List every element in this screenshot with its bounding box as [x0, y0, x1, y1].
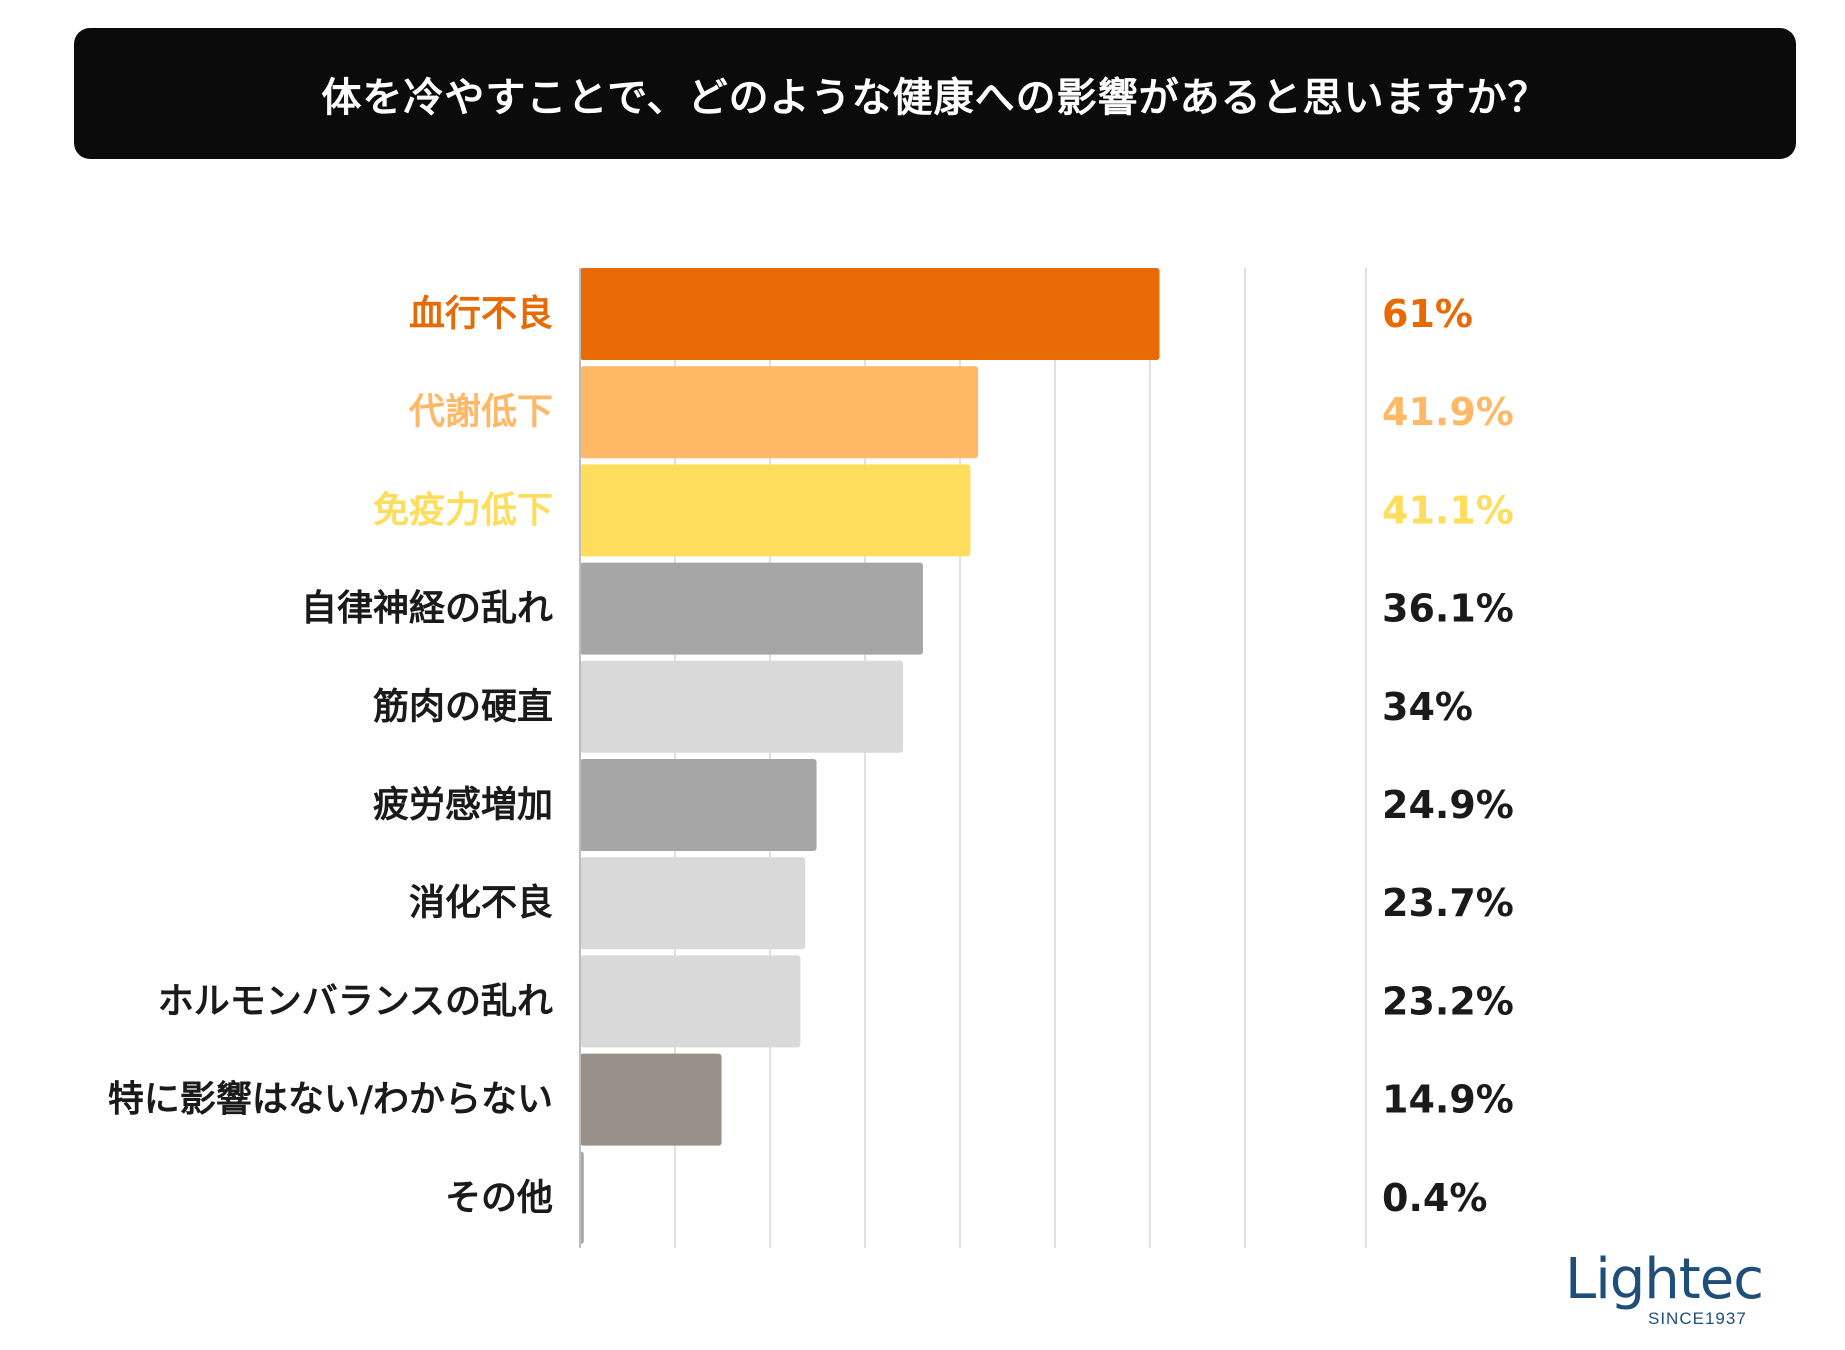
bar-8: [580, 1053, 722, 1146]
lightec-logo: Lightec SINCE1937: [1565, 1250, 1765, 1330]
value-label-2: 41.1%: [1382, 488, 1514, 532]
value-label-9: 0.4%: [1382, 1176, 1487, 1220]
bar-1: [580, 366, 979, 459]
title-bar: 体を冷やすことで、どのような健康への影響があると思いますか？: [74, 28, 1796, 159]
chart-title: 体を冷やすことで、どのような健康への影響があると思いますか？: [321, 74, 1549, 121]
bar-7: [580, 955, 801, 1048]
value-label-7: 23.2%: [1382, 979, 1514, 1023]
logo-wordmark: Lightec: [1565, 1247, 1764, 1312]
value-label-4: 34%: [1382, 685, 1473, 729]
category-label-7: ホルモンバランスの乱れ: [158, 981, 553, 1022]
category-label-5: 疲労感増加: [373, 785, 553, 826]
category-label-8: 特に影響はない/わからない: [108, 1078, 553, 1120]
category-label-3: 自律神経の乱れ: [301, 588, 553, 629]
value-label-1: 41.9%: [1382, 390, 1514, 434]
bar-4: [580, 660, 903, 753]
category-label-6: 消化不良: [409, 883, 553, 924]
bar-0: [580, 268, 1160, 360]
value-label-0: 61%: [1382, 292, 1473, 336]
category-label-1: 代謝低下: [408, 392, 553, 433]
value-label-5: 24.9%: [1382, 783, 1514, 827]
bar-3: [580, 562, 923, 655]
bar-6: [580, 857, 806, 950]
category-label-9: その他: [445, 1177, 553, 1218]
bar-2: [580, 464, 971, 557]
value-label-6: 23.7%: [1382, 881, 1514, 925]
bar-5: [580, 759, 817, 851]
category-label-4: 筋肉の硬直: [373, 686, 553, 727]
value-label-8: 14.9%: [1382, 1078, 1514, 1122]
category-label-2: 免疫力低下: [373, 490, 553, 531]
value-label-3: 36.1%: [1382, 587, 1514, 631]
logo-tagline: SINCE1937: [1648, 1309, 1747, 1328]
category-label-0: 血行不良: [409, 294, 553, 335]
